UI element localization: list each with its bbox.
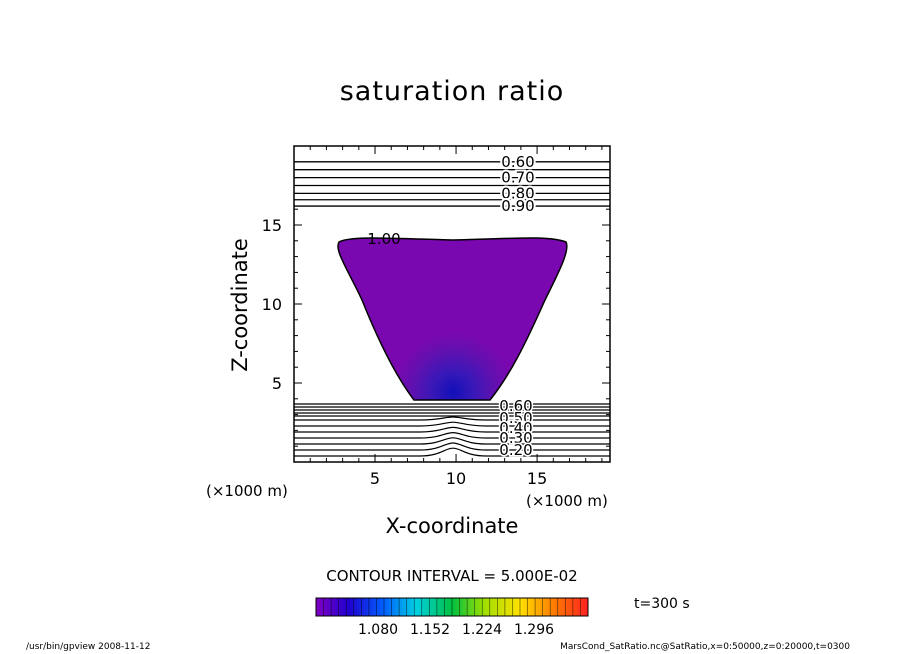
footer-file: MarsCond_SatRatio.nc@SatRatio,x=0:50000,…: [560, 642, 850, 652]
contour-label: 0.80: [501, 184, 534, 202]
contour-line: [294, 421, 610, 427]
lower-contours: 0.600.500.400.300.20: [294, 396, 610, 461]
colorbar-tick-label: 1.152: [409, 622, 451, 638]
colorbar-tick-label: 1.080: [357, 622, 399, 638]
footer-program: /usr/bin/gpview 2008-11-12: [26, 642, 151, 652]
contour-label: 0.30: [499, 429, 532, 447]
y-axis-unit: (×1000 m): [206, 482, 288, 500]
contour-label: 0.50: [499, 409, 532, 427]
x-tick-label: 15: [527, 469, 547, 488]
contour-label: 0.90: [501, 197, 534, 215]
contour-label: 0.70: [501, 169, 534, 187]
contour-line: [294, 437, 610, 445]
colorbar-gridlines: [323, 598, 581, 616]
saturated-region: [337, 237, 568, 401]
x-axis-unit: (×1000 m): [526, 492, 608, 510]
x-tick-label: 10: [446, 469, 466, 488]
contour-line: [294, 416, 610, 421]
contour-line: [294, 426, 610, 433]
contour-line: [294, 447, 610, 457]
contour-label: 0.60: [499, 397, 532, 415]
contour-label: 0.60: [501, 153, 534, 171]
chart-title: saturation ratio: [339, 76, 565, 107]
y-tick-label: 15: [262, 216, 282, 235]
x-tick-label: 5: [370, 469, 380, 488]
contour-label: 0.40: [499, 419, 532, 437]
contour-line: [294, 431, 610, 439]
x-axis-label: X-coordinate: [385, 514, 519, 538]
contour-line: [294, 442, 610, 451]
y-tick-label: 10: [262, 295, 282, 314]
colorbar-tick-label: 1.224: [461, 622, 503, 638]
contour-label: 0.20: [499, 441, 532, 459]
plot-frame: [293, 145, 611, 463]
upper-contours: 0.600.700.800.90 1.00: [294, 151, 610, 248]
colorbar-tick-label: 1.296: [513, 622, 555, 638]
contour-interval-text: CONTOUR INTERVAL = 5.000E-02: [326, 567, 578, 585]
saturated-region-label: 1.00: [367, 230, 400, 248]
time-label: t=300 s: [634, 596, 690, 612]
y-tick-label: 5: [272, 374, 282, 393]
axis-ticks: 5 10 15 5 10 15: [262, 146, 610, 488]
